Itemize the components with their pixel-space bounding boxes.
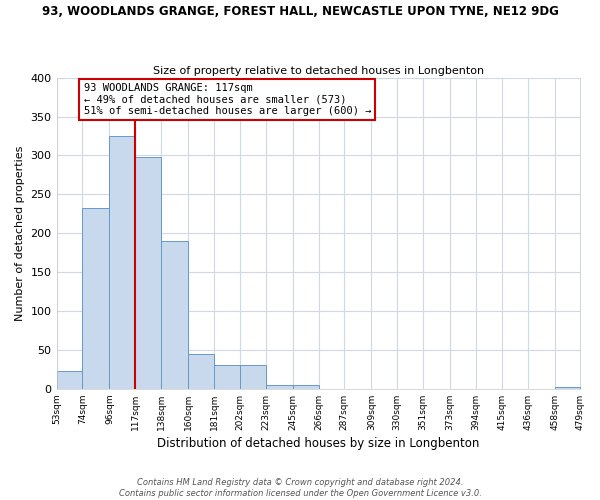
Bar [109,136,135,389]
Bar [293,385,319,389]
Y-axis label: Number of detached properties: Number of detached properties [15,146,25,321]
Bar [56,371,82,389]
Title: Size of property relative to detached houses in Longbenton: Size of property relative to detached ho… [153,66,484,76]
Text: Contains HM Land Registry data © Crown copyright and database right 2024.
Contai: Contains HM Land Registry data © Crown c… [119,478,481,498]
Bar [214,366,240,389]
Bar [188,354,214,389]
X-axis label: Distribution of detached houses by size in Longbenton: Distribution of detached houses by size … [157,437,480,450]
Bar [82,208,109,389]
Bar [266,385,293,389]
Bar [240,366,266,389]
Text: 93, WOODLANDS GRANGE, FOREST HALL, NEWCASTLE UPON TYNE, NE12 9DG: 93, WOODLANDS GRANGE, FOREST HALL, NEWCA… [41,5,559,18]
Text: 93 WOODLANDS GRANGE: 117sqm
← 49% of detached houses are smaller (573)
51% of se: 93 WOODLANDS GRANGE: 117sqm ← 49% of det… [83,83,371,116]
Bar [135,157,161,389]
Bar [554,388,580,389]
Bar [161,241,188,389]
